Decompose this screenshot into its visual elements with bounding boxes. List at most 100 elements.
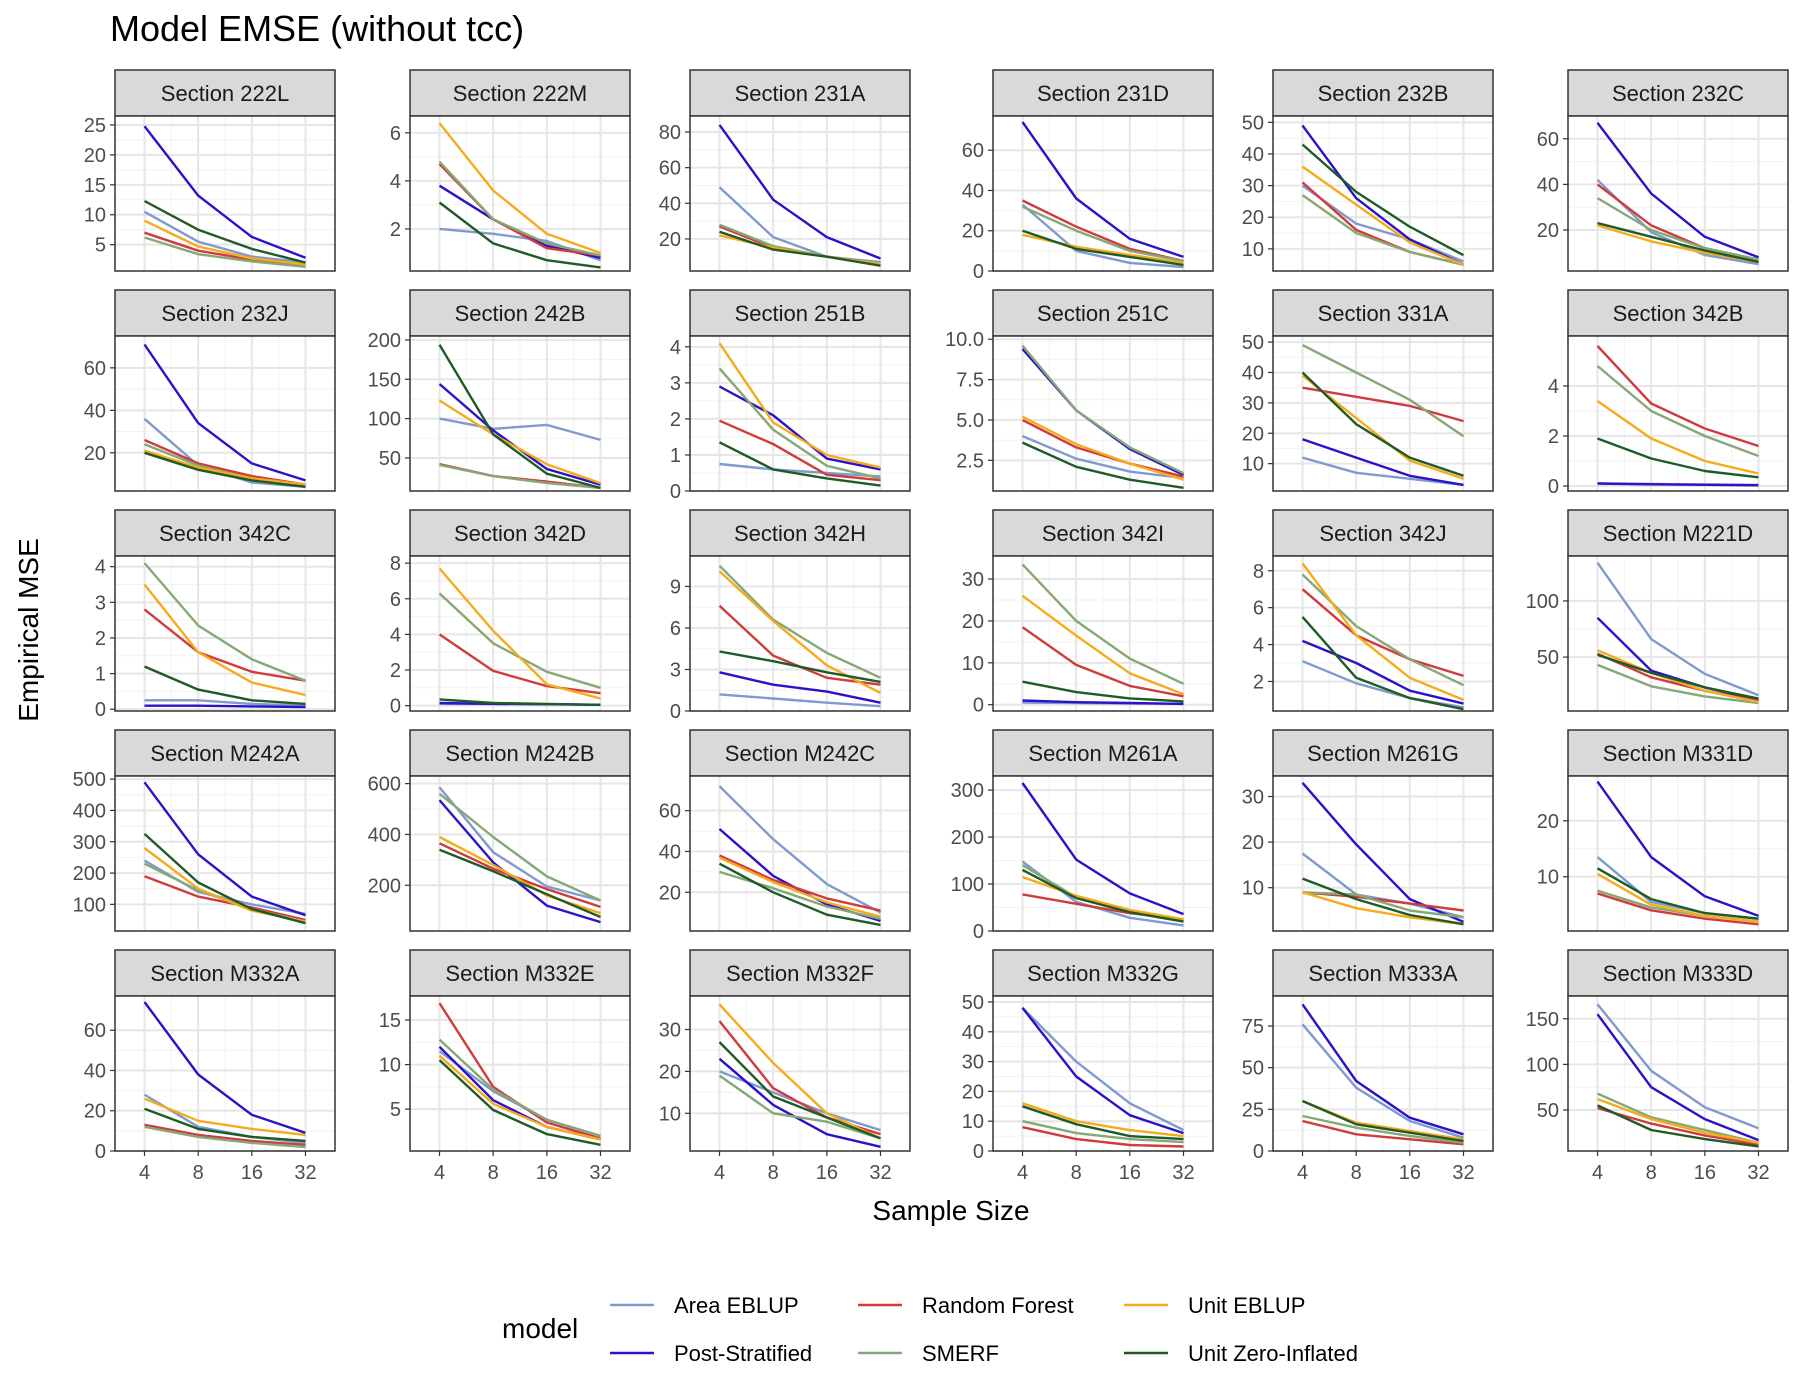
series-line-smerf <box>438 792 601 902</box>
series-line-unit-zero-inflated <box>1597 1104 1759 1148</box>
panel-section-m332f: Section M332F 10 20 30 4 8 16 32 <box>659 949 911 1184</box>
x-tick-label: 4 <box>1592 1162 1603 1184</box>
series-line-unit-eblup <box>1596 872 1759 923</box>
y-tick-label: 0 <box>670 481 681 503</box>
y-tick-label: 10 <box>1242 454 1264 476</box>
y-tick-label: 100 <box>1526 591 1559 613</box>
series-line-area-eblup <box>1596 562 1759 697</box>
facet-label: Section 222M <box>453 81 588 106</box>
y-tick-label: 9 <box>670 576 681 598</box>
panel-border <box>409 995 631 1152</box>
x-tick-label: 16 <box>1399 1162 1421 1184</box>
series-line-unit-eblup <box>438 399 601 485</box>
facet-label: Section M332G <box>1027 961 1179 986</box>
facet-label: Section M242C <box>725 741 876 766</box>
series-line-unit-eblup <box>1597 1097 1759 1144</box>
facet-strip <box>114 509 336 557</box>
panel-section-m331d: Section M331D 10 20 <box>1537 729 1789 932</box>
facet-label: Section M333A <box>1308 961 1458 986</box>
panel-section-342d: Section 342D 0 2 4 6 8 <box>390 509 631 718</box>
series-line-post-stratified <box>1301 1003 1464 1136</box>
y-tick-label: 20 <box>1242 423 1264 445</box>
series-line-post-stratified <box>1021 121 1184 259</box>
panel-section-342j: Section 342J 2 4 6 8 <box>1253 509 1494 712</box>
series-line-smerf <box>1021 344 1185 475</box>
series-line-area-eblup <box>718 785 882 914</box>
x-tick-label: 4 <box>714 1162 725 1184</box>
panel-border <box>1567 555 1789 712</box>
series-line-unit-zero-inflated <box>143 199 306 264</box>
series-line-post-stratified <box>718 385 881 471</box>
series-line-random-forest <box>1302 1119 1464 1146</box>
series-line-unit-zero-inflated <box>719 650 881 684</box>
series-line-unit-zero-inflated <box>144 665 306 706</box>
series-line-unit-eblup <box>1596 400 1759 475</box>
series-line-unit-zero-inflated <box>144 451 306 488</box>
y-tick-label: 2 <box>95 628 106 650</box>
panel-section-222m: Section 222M 2 4 6 <box>390 69 631 272</box>
y-tick-label: 40 <box>1242 144 1264 166</box>
y-tick-label: 40 <box>962 180 984 202</box>
y-tick-label: 40 <box>1242 362 1264 384</box>
y-tick-label: 20 <box>1242 832 1264 854</box>
x-tick-label: 16 <box>1119 1162 1141 1184</box>
y-tick-label: 40 <box>1537 174 1559 196</box>
y-tick-label: 8 <box>1253 561 1264 583</box>
series-line-random-forest <box>719 419 881 482</box>
panel-border <box>409 775 631 932</box>
series-line-random-forest <box>1597 892 1759 926</box>
y-tick-label: 100 <box>1526 1054 1559 1076</box>
y-tick-label: 2 <box>670 409 681 431</box>
series-line-unit-eblup <box>1022 1102 1184 1138</box>
facet-label: Section 251B <box>735 301 866 326</box>
panel-border <box>992 335 1214 492</box>
y-tick-label: 4 <box>390 171 401 193</box>
panel-section-342c: Section 342C 0 1 2 3 4 <box>95 509 336 721</box>
series-line-unit-eblup <box>438 1054 601 1141</box>
y-tick-label: 400 <box>73 800 106 822</box>
facet-strip <box>689 949 911 997</box>
series-line-unit-zero-inflated <box>143 833 306 925</box>
y-tick-label: 0 <box>1548 476 1559 498</box>
series-line-unit-zero-inflated <box>1022 229 1184 267</box>
series-line-unit-zero-inflated <box>1022 680 1184 703</box>
y-tick-label: 150 <box>368 369 401 391</box>
y-tick-label: 5 <box>95 235 106 257</box>
x-tick-label: 4 <box>1297 1162 1308 1184</box>
y-tick-label: 30 <box>962 1052 984 1074</box>
facet-strip <box>114 289 336 337</box>
series-line-random-forest <box>1021 418 1184 478</box>
panel-border <box>1272 115 1494 272</box>
y-axis-title: Empirical MSE <box>13 538 44 722</box>
y-tick-label: 20 <box>659 882 681 904</box>
y-tick-label: 1 <box>95 664 106 686</box>
series-line-unit-zero-inflated <box>1021 868 1184 923</box>
y-tick-label: 200 <box>368 330 401 352</box>
series-line-random-forest <box>143 608 306 682</box>
y-tick-label: 10 <box>962 1111 984 1133</box>
series-line-random-forest <box>719 854 881 912</box>
facet-strip <box>1567 949 1789 997</box>
panel-border <box>689 775 911 932</box>
y-tick-label: 30 <box>659 1020 681 1042</box>
facet-label: Section 251C <box>1037 301 1169 326</box>
y-tick-label: 60 <box>659 801 681 823</box>
facet-strip <box>689 69 911 117</box>
series-line-unit-zero-inflated <box>1597 437 1759 479</box>
panel-section-m242c: Section M242C 20 40 60 <box>659 729 911 932</box>
y-tick-label: 400 <box>368 824 401 846</box>
y-tick-label: 80 <box>659 122 681 144</box>
x-tick-label: 8 <box>193 1162 204 1184</box>
series-line-random-forest <box>1302 386 1464 423</box>
y-tick-label: 20 <box>1537 220 1559 242</box>
facet-strip <box>689 289 911 337</box>
facet-strip <box>1567 729 1789 777</box>
panel-section-m242b: Section M242B 200 400 600 <box>368 729 631 932</box>
series-line-unit-zero-inflated <box>718 862 881 927</box>
panel-section-222l: Section 222L 5 10 15 20 25 <box>84 69 336 272</box>
panel-border <box>1272 775 1494 932</box>
series-line-unit-zero-inflated <box>1302 1099 1464 1143</box>
y-tick-label: 20 <box>1537 811 1559 833</box>
facet-strip <box>689 729 911 777</box>
series-line-unit-zero-inflated <box>1301 371 1464 477</box>
